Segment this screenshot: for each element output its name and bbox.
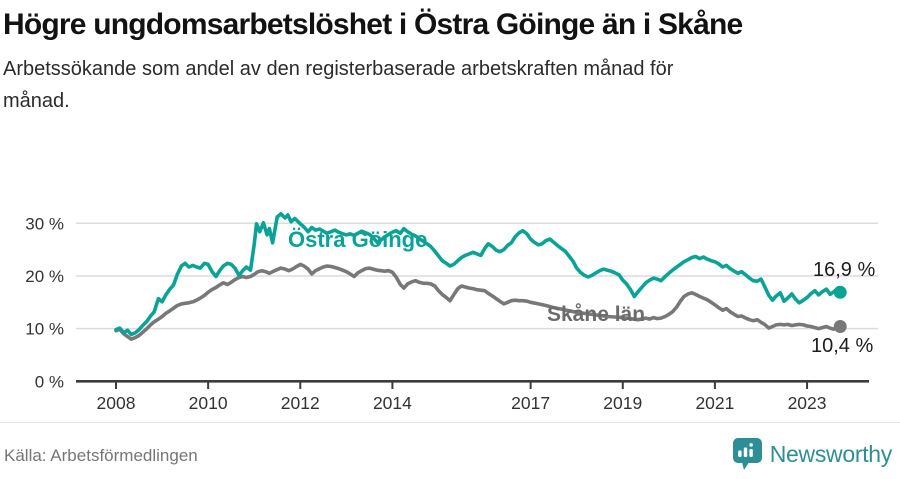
series-label-ostra-goinge: Östra Göinge: [288, 227, 428, 252]
end-value-label-ostra-goinge: 16,9 %: [813, 259, 876, 281]
y-tick-label-30: 30 %: [25, 214, 64, 233]
x-tick-label-2010: 2010: [189, 393, 228, 413]
series-line--stra-g-inge: [114, 212, 842, 337]
x-tick-label-2019: 2019: [603, 393, 642, 413]
chart-subtitle: Arbetssökande som andel av den registerb…: [3, 58, 674, 112]
series-line-sk-ne-l-n: [114, 262, 842, 341]
page-title: Högre ungdomsarbetslöshet i Östra Göinge…: [3, 8, 743, 41]
newsworthy-icon: [732, 437, 763, 471]
y-tick-label-20: 20 %: [25, 267, 64, 286]
series-end-dot-sk-ne-l-n: [833, 320, 847, 334]
newsworthy-wordmark: Newsworthy: [769, 440, 893, 467]
series-end-dot--stra-g-inge: [833, 285, 847, 299]
x-tick-label-2012: 2012: [281, 393, 320, 413]
y-tick-label-10: 10 %: [25, 320, 64, 339]
x-tick-label-2023: 2023: [788, 393, 827, 413]
y-tick-label-0: 0 %: [35, 372, 64, 391]
x-tick-label-2014: 2014: [373, 393, 412, 413]
footer-divider: [0, 422, 900, 423]
x-tick-label-2017: 2017: [511, 393, 550, 413]
x-tick-label-2008: 2008: [97, 393, 136, 413]
source-note: Källa: Arbetsförmedlingen: [4, 446, 198, 465]
chart-header: Högre ungdomsarbetslöshet i Östra Göinge…: [3, 5, 823, 117]
x-tick-label-2021: 2021: [695, 393, 734, 413]
series-label-skane-lan: Skåne län: [547, 303, 646, 326]
end-value-label-skane-lan: 10,4 %: [811, 335, 874, 357]
newsworthy-logo[interactable]: Newsworthy: [732, 437, 892, 471]
